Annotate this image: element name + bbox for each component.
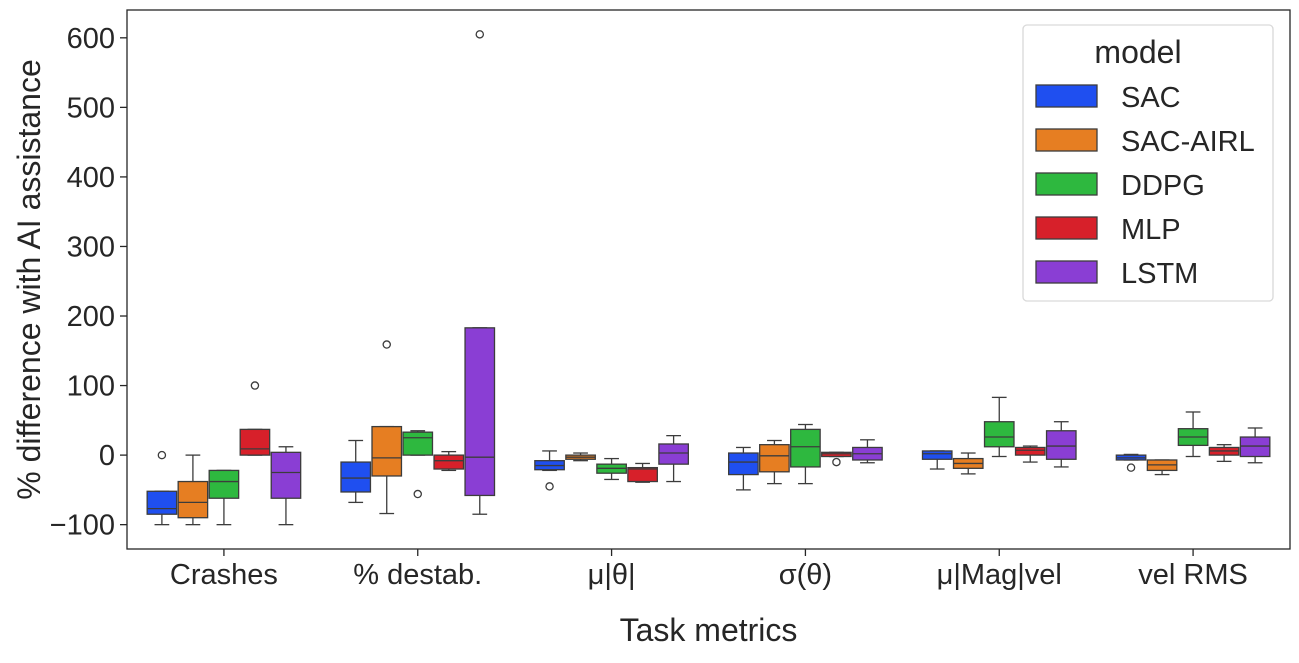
box: [239, 428, 271, 456]
box: [983, 421, 1015, 448]
box: [1014, 446, 1046, 456]
outlier-point: [832, 457, 841, 467]
series-lstm: [270, 30, 1271, 526]
box: [790, 428, 821, 468]
plot-frame: [126, 9, 1291, 550]
y-tick-label: 200: [67, 301, 115, 333]
outlier-point: [413, 489, 422, 499]
legend-label: DDPG: [1121, 170, 1205, 202]
axes: −100 0 100 200 300 400 500 600 Crashes % destab. μ…: [50, 9, 1291, 591]
outlier-point: [475, 30, 485, 39]
box: [177, 480, 209, 519]
x-tick-label: Crashes: [170, 559, 278, 591]
legend-item-ddpg: DDPG: [1035, 170, 1205, 202]
x-tick-label: μ|Mag|vel: [937, 559, 1062, 591]
legend-title: model: [1094, 34, 1181, 70]
legend-swatch: [1035, 216, 1098, 240]
y-axis-title: % difference with AI assistance: [11, 59, 47, 500]
legend-swatch: [1035, 260, 1098, 284]
box: [759, 444, 790, 473]
legend-label: SAC: [1121, 82, 1181, 114]
box: [433, 454, 465, 470]
legend-item-lstm: LSTM: [1035, 258, 1198, 290]
series-ddpg: [208, 396, 1209, 526]
series-sac-airl: [177, 340, 1178, 526]
x-axis-title: Task metrics: [620, 612, 798, 648]
legend-swatch: [1035, 172, 1098, 196]
y-tick-label: 500: [67, 92, 115, 124]
box: [627, 466, 658, 483]
legend: model SAC SAC-AIRL DDPG MLP LSTM: [1022, 24, 1274, 302]
box: [371, 425, 403, 477]
legend-label: LSTM: [1121, 258, 1198, 290]
legend-item-sac: SAC: [1035, 82, 1181, 114]
outlier-point: [1126, 463, 1136, 472]
y-tick-label: 100: [67, 371, 115, 403]
outlier-point: [250, 381, 260, 390]
x-tick-label: μ|θ|: [588, 559, 636, 591]
box: [270, 451, 302, 499]
box: [728, 452, 759, 476]
y-tick-label: 400: [67, 162, 115, 194]
series-sac: [146, 439, 1147, 526]
y-tick-label: −100: [50, 510, 115, 542]
box: [208, 469, 240, 499]
x-tick-label: vel RMS: [1138, 559, 1248, 591]
box: [464, 327, 496, 497]
y-tick-label: 0: [99, 440, 115, 472]
box: [821, 451, 852, 458]
x-tick-label: σ(θ): [779, 559, 832, 591]
box: [146, 490, 178, 515]
box: [402, 431, 434, 456]
outlier-point: [382, 340, 391, 349]
outlier-point: [545, 482, 554, 491]
legend-item-sac-airl: SAC-AIRL: [1035, 126, 1255, 158]
box: [340, 461, 372, 493]
legend-label: SAC-AIRL: [1121, 126, 1255, 158]
legend-swatch: [1035, 84, 1098, 108]
box: [921, 450, 953, 460]
series-mlp: [239, 381, 1240, 483]
box: [658, 443, 689, 465]
plot-area: [146, 30, 1271, 526]
legend-label: MLP: [1121, 214, 1181, 246]
box: [1239, 436, 1271, 458]
x-tick-label: % destab.: [353, 559, 482, 591]
legend-item-mlp: MLP: [1035, 214, 1181, 246]
box: [1045, 430, 1077, 460]
outlier-point: [157, 450, 167, 460]
legend-swatch: [1035, 128, 1098, 152]
y-tick-label: 600: [67, 23, 115, 55]
y-tick-label: 300: [67, 231, 115, 263]
